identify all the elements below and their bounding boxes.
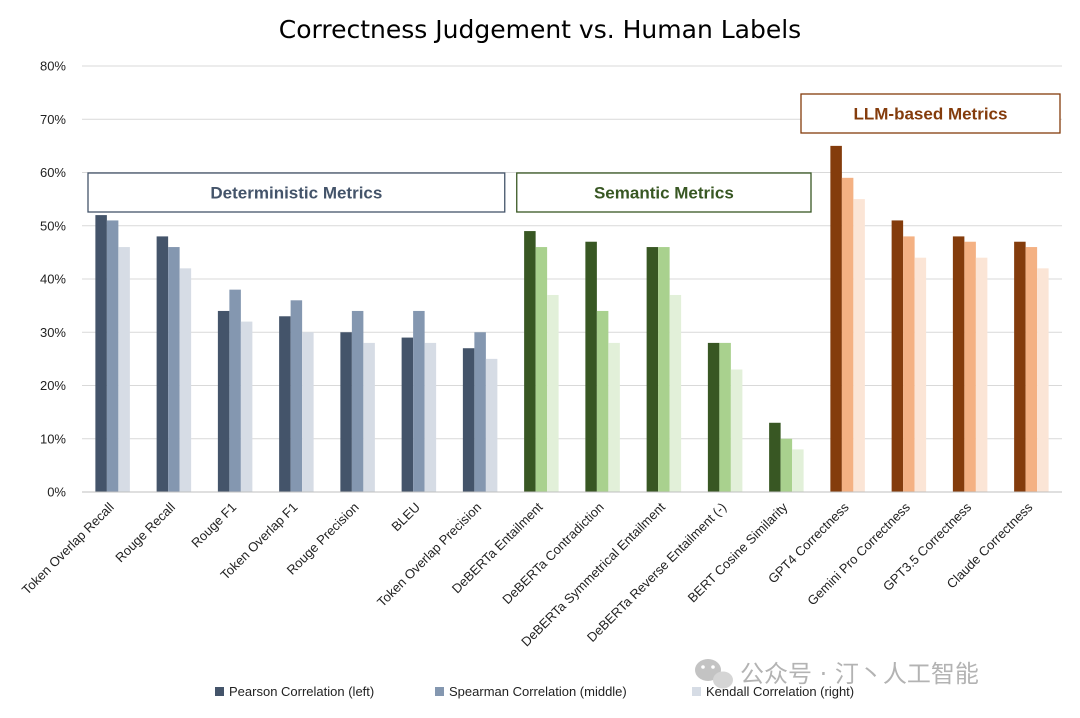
bar-kendall bbox=[608, 342, 620, 492]
bar-kendall bbox=[240, 321, 253, 492]
bar-pearson bbox=[1014, 241, 1026, 492]
watermark-text: 公众号 · 汀丶人工智能 bbox=[740, 660, 979, 688]
y-tick-label: 30% bbox=[40, 325, 66, 340]
legend-swatch-spearman bbox=[435, 687, 444, 696]
chart-title: Correctness Judgement vs. Human Labels bbox=[279, 15, 801, 44]
bar-pearson bbox=[95, 215, 107, 492]
bar-pearson bbox=[891, 220, 904, 493]
group-box-label: Semantic Metrics bbox=[594, 184, 734, 203]
bar-spearman bbox=[290, 300, 303, 492]
bar-pearson bbox=[585, 241, 597, 492]
y-tick-label: 50% bbox=[40, 218, 66, 233]
x-tick-label: Rouge F1 bbox=[188, 500, 239, 551]
x-tick-label: Token Overlap Recall bbox=[19, 499, 117, 597]
bar-kendall bbox=[424, 342, 437, 492]
bar-spearman bbox=[1025, 247, 1038, 492]
bar-spearman bbox=[351, 310, 364, 492]
y-tick-label: 20% bbox=[40, 378, 66, 393]
bar-pearson bbox=[462, 348, 475, 492]
bar-spearman bbox=[780, 438, 793, 492]
bar-kendall bbox=[118, 247, 130, 492]
group-box bbox=[516, 172, 812, 213]
y-axis-ticks: 0% 10% 20% 30% 40% 50% 60% 70% 80% bbox=[40, 59, 66, 500]
bar-kendall bbox=[975, 257, 988, 492]
bar-kendall bbox=[730, 369, 743, 492]
bar-kendall bbox=[547, 294, 559, 492]
bar-pearson bbox=[279, 316, 291, 492]
legend: Pearson Correlation (left) Spearman Corr… bbox=[215, 684, 854, 699]
y-tick-label: 60% bbox=[40, 165, 66, 180]
bar-pearson bbox=[401, 337, 414, 492]
x-tick-label: Gemini Pro Correctness bbox=[804, 499, 913, 608]
bar-kendall bbox=[302, 332, 314, 492]
bar-kendall bbox=[1037, 268, 1049, 492]
bar-pearson bbox=[707, 342, 720, 492]
x-tick-label: DeBERTa Contradiction bbox=[499, 500, 607, 608]
legend-label-pearson: Pearson Correlation (left) bbox=[229, 684, 374, 699]
bar-spearman bbox=[106, 220, 119, 493]
y-tick-label: 40% bbox=[40, 272, 66, 287]
x-tick-label: Rouge Recall bbox=[112, 499, 178, 565]
bar-spearman bbox=[474, 332, 486, 492]
bar-kendall bbox=[914, 257, 927, 492]
bar-pearson bbox=[646, 247, 659, 492]
bar-spearman bbox=[413, 310, 425, 492]
bar-pearson bbox=[340, 332, 352, 492]
bar-spearman bbox=[903, 236, 915, 492]
x-tick-label: BERT Cosine Similarity bbox=[685, 499, 791, 605]
bar-kendall bbox=[485, 358, 498, 492]
group-box bbox=[800, 93, 1061, 134]
y-tick-label: 0% bbox=[47, 485, 66, 500]
bar-kendall bbox=[669, 294, 682, 492]
bar-pearson bbox=[769, 422, 781, 492]
bar-kendall bbox=[792, 449, 804, 492]
bar-spearman bbox=[841, 177, 854, 492]
x-tick-label: Token Overlap Precision bbox=[374, 500, 484, 610]
group-box bbox=[87, 172, 506, 213]
bars bbox=[95, 145, 1049, 493]
bar-pearson bbox=[524, 231, 536, 492]
bar-pearson bbox=[952, 236, 965, 492]
y-tick-label: 70% bbox=[40, 112, 66, 127]
legend-swatch-pearson bbox=[215, 687, 224, 696]
y-tick-label: 10% bbox=[40, 431, 66, 446]
bar-kendall bbox=[853, 199, 865, 492]
bar-spearman bbox=[596, 310, 609, 492]
bar-spearman bbox=[658, 247, 670, 492]
bar-spearman bbox=[229, 289, 241, 492]
legend-label-spearman: Spearman Correlation (middle) bbox=[449, 684, 627, 699]
bar-spearman bbox=[719, 342, 731, 492]
bar-pearson bbox=[217, 310, 230, 492]
group-box-label: LLM-based Metrics bbox=[854, 105, 1008, 124]
group-box-label: Deterministic Metrics bbox=[210, 184, 382, 203]
bar-pearson bbox=[830, 145, 842, 492]
bar-spearman bbox=[168, 247, 180, 492]
metric-group-boxes: Deterministic Metrics Semantic Metrics LLM… bbox=[87, 93, 1061, 213]
legend-label-kendall: Kendall Correlation (right) bbox=[706, 684, 854, 699]
legend-swatch-kendall bbox=[692, 687, 701, 696]
bar-kendall bbox=[363, 342, 375, 492]
bar-pearson bbox=[156, 236, 169, 492]
bar-kendall bbox=[179, 268, 192, 492]
x-tick-label: BLEU bbox=[388, 500, 423, 535]
wechat-icon bbox=[695, 659, 733, 689]
bar-spearman bbox=[964, 241, 976, 492]
watermark: 公众号 · 汀丶人工智能 bbox=[695, 659, 979, 689]
bar-spearman bbox=[535, 247, 548, 492]
y-tick-label: 80% bbox=[40, 59, 66, 74]
